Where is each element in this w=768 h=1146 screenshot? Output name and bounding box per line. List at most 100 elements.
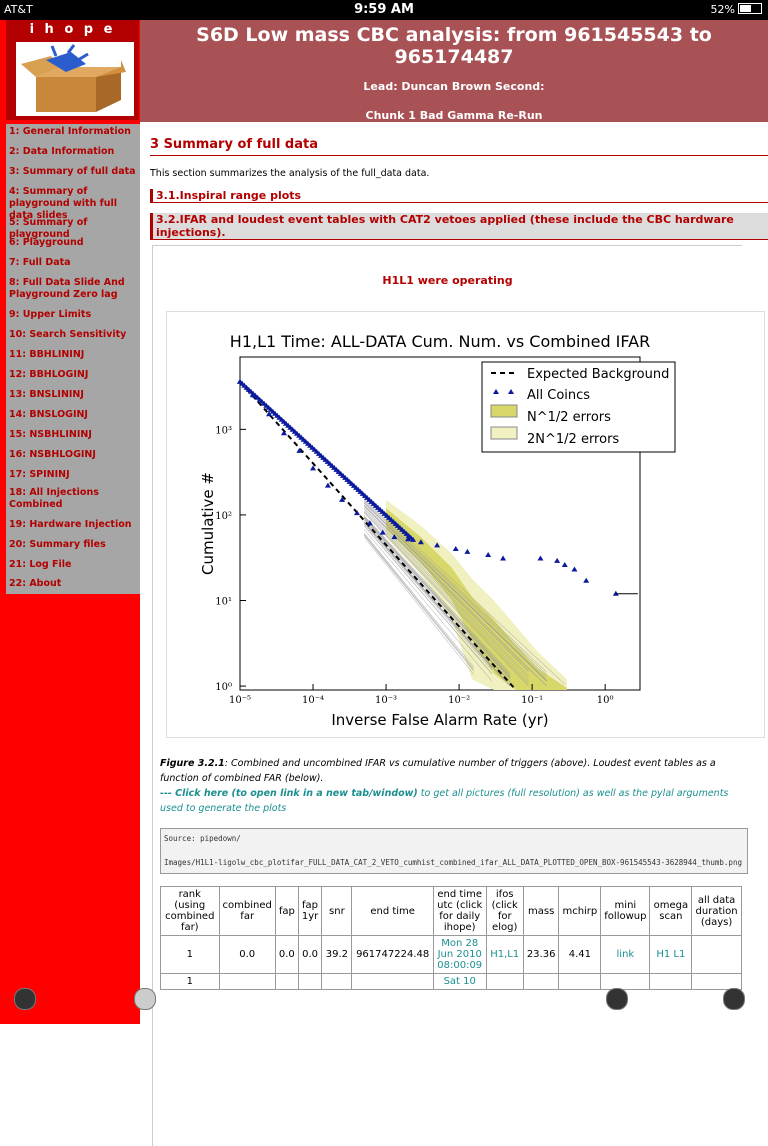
- sidebar-item-12[interactable]: 12: BBHLOGINJ: [6, 369, 140, 381]
- battery-indicator: 52%: [711, 3, 762, 16]
- figure-caption: Figure 3.2.1: Combined and uncombined IF…: [160, 756, 742, 816]
- table-header: combined far: [219, 887, 275, 936]
- section-intro: This section summarizes the analysis of …: [150, 168, 768, 179]
- legend-label: 2N^1/2 errors: [527, 432, 619, 447]
- clock: 9:59 AM: [0, 2, 768, 17]
- ifar-chart[interactable]: 10⁻⁵ 10⁻⁴ 10⁻³ 10⁻² 10⁻¹ 10⁰ 10⁰ 10¹ 10² 10³ H1,L1…: [166, 311, 765, 738]
- x-tick-label: 10⁻⁵: [229, 695, 251, 706]
- sidebar-item-21[interactable]: 21: Log File: [6, 559, 140, 571]
- forward-icon[interactable]: [134, 988, 156, 1010]
- sidebar-item-16[interactable]: 16: NSBHLOGINJ: [6, 449, 140, 461]
- sidebar-item-9[interactable]: 9: Upper Limits: [6, 309, 140, 321]
- sidebar-item-22[interactable]: 22: About: [6, 578, 140, 590]
- table-cell: [559, 974, 601, 990]
- ihope-logo[interactable]: [16, 42, 134, 116]
- table-cell[interactable]: H1 L1: [650, 936, 692, 974]
- y-tick-label: 10²: [215, 511, 232, 522]
- x-tick-label: 10⁰: [597, 695, 614, 706]
- table-cell: 0.0: [298, 936, 321, 974]
- sidebar-item-13[interactable]: 13: BNSLININJ: [6, 389, 140, 401]
- sidebar: i h o p e 1: General Information 2: Data …: [0, 20, 140, 1024]
- table-cell: 23.36: [523, 936, 559, 974]
- caption-link[interactable]: --- Click here (to open link in a new ta…: [160, 788, 418, 799]
- sidebar-item-11[interactable]: 11: BBHLININJ: [6, 349, 140, 361]
- table-cell: 4.41: [559, 936, 601, 974]
- table-cell: [219, 974, 275, 990]
- sidebar-item-7[interactable]: 7: Full Data: [6, 257, 140, 269]
- legend-label: All Coincs: [527, 388, 590, 403]
- sidebar-header: i h o p e: [6, 20, 139, 120]
- table-row: 1 0.0 0.0 0.0 39.2 961747224.48 Mon 28 Jun 201…: [161, 936, 742, 974]
- table-cell[interactable]: H1,L1: [486, 936, 523, 974]
- sidebar-item-19[interactable]: 19: Hardware Injection: [6, 519, 140, 531]
- table-header: fap: [275, 887, 298, 936]
- table-header: snr: [322, 887, 352, 936]
- sidebar-item-10[interactable]: 10: Search Sensitivity: [6, 329, 140, 341]
- table-cell: [352, 974, 433, 990]
- y-axis-label: Cumulative #: [199, 472, 217, 575]
- table-cell: [322, 974, 352, 990]
- table-cell[interactable]: [486, 974, 523, 990]
- table-header: rank (using combined far): [161, 887, 220, 936]
- tabs-icon[interactable]: [606, 988, 628, 1010]
- table-cell: [523, 974, 559, 990]
- table-cell[interactable]: Mon 28 Jun 2010 08:00:09: [433, 936, 486, 974]
- table-row: 1 Sat 10: [161, 974, 742, 990]
- section-heading: 3 Summary of full data: [150, 137, 768, 156]
- table-cell: 1: [161, 936, 220, 974]
- sidebar-item-3[interactable]: 3: Summary of full data: [6, 166, 140, 178]
- table-header: mass: [523, 887, 559, 936]
- table-header: all data duration (days): [692, 887, 742, 936]
- caption-text: : Combined and uncombined IFAR vs cumula…: [160, 758, 716, 784]
- table-cell: 1: [161, 974, 220, 990]
- legend-label: N^1/2 errors: [527, 410, 611, 425]
- sidebar-item-1[interactable]: 1: General Information: [6, 126, 140, 138]
- y-tick-label: 10⁰: [215, 682, 232, 693]
- status-bar: AT&T 9:59 AM 52%: [0, 0, 768, 20]
- table-cell[interactable]: [650, 974, 692, 990]
- table-cell[interactable]: [601, 974, 650, 990]
- table-cell: 961747224.48: [352, 936, 433, 974]
- sidebar-item-2[interactable]: 2: Data Information: [6, 146, 140, 158]
- chart-title: H1,L1 Time: ALL-DATA Cum. Num. vs Combin…: [230, 332, 650, 351]
- table-cell: 0.0: [275, 936, 298, 974]
- legend-swatch-2n: [491, 427, 517, 439]
- subsection-ifar[interactable]: 3.2.IFAR and loudest event tables with C…: [150, 213, 768, 240]
- operating-label: H1L1 were operating: [153, 274, 742, 287]
- table-cell: [298, 974, 321, 990]
- y-tick-label: 10¹: [215, 596, 232, 607]
- table-header: end time utc (click for daily ihope): [433, 887, 486, 936]
- table-header: ifos (click for elog): [486, 887, 523, 936]
- ifar-panel: H1L1 were operating 10⁻⁵ 10⁻⁴ 10⁻³ 10⁻² 10⁻¹…: [152, 245, 742, 1146]
- subsection-inspiral[interactable]: 3.1.Inspiral range plots: [150, 189, 768, 203]
- page-title: S6D Low mass CBC analysis: from 96154554…: [140, 24, 768, 68]
- menu-icon[interactable]: [723, 988, 745, 1010]
- table-header: mchirp: [559, 887, 601, 936]
- table-cell[interactable]: link: [601, 936, 650, 974]
- caption-label: Figure 3.2.1: [160, 758, 225, 769]
- sidebar-item-8[interactable]: 8: Full Data Slide And Playground Zero l…: [6, 277, 140, 301]
- header-banner: S6D Low mass CBC analysis: from 96154554…: [140, 20, 768, 122]
- table-cell[interactable]: Sat 10: [433, 974, 486, 990]
- main-content: 3 Summary of full data This section summ…: [150, 122, 768, 240]
- sidebar-item-20[interactable]: 20: Summary files: [6, 539, 140, 551]
- lead-line: Lead: Duncan Brown Second:: [140, 80, 768, 93]
- battery-percent: 52%: [711, 3, 735, 16]
- brand-label: i h o p e: [6, 22, 139, 37]
- sidebar-item-15[interactable]: 15: NSBHLININJ: [6, 429, 140, 441]
- sidebar-item-6[interactable]: 6: Playground: [6, 237, 140, 249]
- table-cell: [275, 974, 298, 990]
- x-axis-label: Inverse False Alarm Rate (yr): [331, 711, 548, 729]
- x-tick-label: 10⁻⁴: [302, 695, 324, 706]
- legend-label: Expected Background: [527, 367, 669, 382]
- table-cell: 39.2: [322, 936, 352, 974]
- x-tick-label: 10⁻²: [448, 695, 470, 706]
- legend-swatch-n: [491, 405, 517, 417]
- back-icon[interactable]: [14, 988, 36, 1010]
- x-tick-label: 10⁻¹: [521, 695, 543, 706]
- sidebar-item-14[interactable]: 14: BNSLOGINJ: [6, 409, 140, 421]
- x-tick-label: 10⁻³: [375, 695, 397, 706]
- table-cell: 0.0: [219, 936, 275, 974]
- sidebar-item-17[interactable]: 17: SPININJ: [6, 469, 140, 481]
- sidebar-item-18[interactable]: 18: All Injections Combined: [6, 487, 140, 511]
